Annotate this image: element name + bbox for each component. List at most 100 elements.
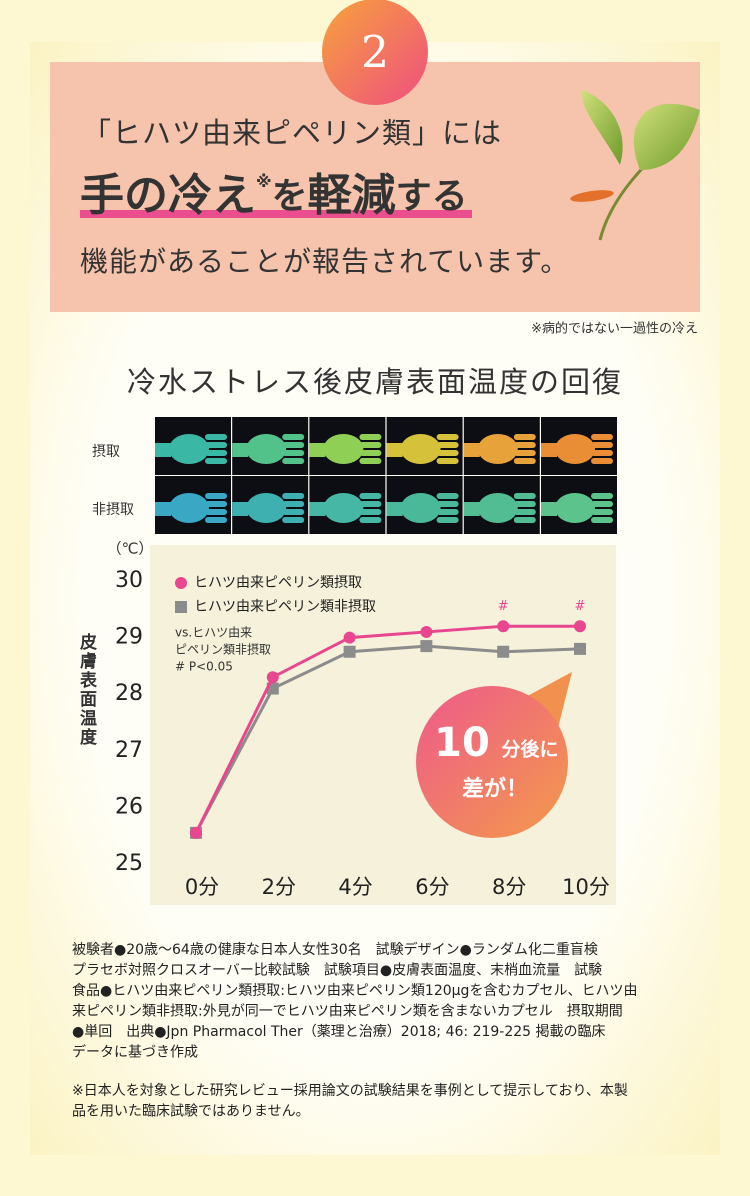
intro: 「ヒハツ由来ピペリン類」には	[82, 116, 502, 150]
thermal-hand	[555, 434, 595, 464]
footnote: ※病的ではない一過性の冷え	[531, 321, 698, 337]
thermal-finger	[282, 517, 305, 523]
thermal-finger	[359, 501, 382, 507]
y-tick-label: 25	[115, 851, 143, 876]
study-detail-line: 被験者●20歳～64歳の健康な日本人女性30名 試験デザイン●ランダム化二重盲検	[72, 941, 598, 958]
thermal-finger	[359, 493, 382, 499]
thermal-finger	[359, 450, 382, 456]
headline-part: を	[272, 176, 308, 217]
data-point	[574, 620, 586, 633]
y-unit: （℃）	[107, 540, 154, 558]
thermal-finger	[513, 517, 536, 523]
x-tick-label: 0分	[185, 875, 219, 899]
data-point	[420, 640, 433, 653]
image-label: 非摂取	[92, 502, 134, 518]
thermal-wrist	[155, 443, 171, 457]
thermal-finger	[591, 493, 613, 499]
series-line	[194, 644, 581, 834]
thermal-wrist	[309, 443, 326, 457]
callout: 10 分後に 差が！	[416, 672, 572, 838]
thermal-wrist	[232, 443, 249, 457]
y-tick-label: 29	[115, 625, 143, 650]
thermal-finger	[513, 442, 536, 448]
thermal-finger	[282, 509, 305, 515]
thermal-finger	[205, 458, 227, 464]
x-tick-label: 4分	[338, 875, 372, 899]
thermal-finger	[513, 493, 536, 499]
x-tick-label: 8分	[492, 875, 526, 899]
study-detail-line: ●単回 出典●Jpn Pharmacol Ther（薬理と治療）2018; 46…	[72, 1023, 606, 1040]
thermal-finger	[591, 442, 613, 448]
thermal-finger	[436, 434, 459, 440]
thermal-wrist	[463, 443, 480, 457]
badge-number: 2	[361, 28, 389, 79]
callout-text: 差が！	[462, 776, 528, 802]
thermal-finger	[436, 493, 459, 499]
thermal-wrist	[541, 502, 557, 516]
data-point	[343, 645, 356, 658]
thermal-finger	[436, 450, 459, 456]
disclaimer-line: ※日本人を対象とした研究レビュー採用論文の試験結果を事例として提示しており、本製	[72, 1083, 628, 1099]
thermal-finger	[205, 434, 227, 440]
thermal-images	[155, 417, 617, 534]
thermal-finger	[282, 450, 305, 456]
significance-mark: #	[575, 599, 586, 614]
thermal-hand	[477, 493, 518, 523]
legend-label: ヒハツ由来ピペリン類非摂取	[194, 599, 376, 615]
data-point	[497, 645, 510, 658]
y-tick-label: 28	[115, 681, 143, 706]
legend-swatch	[175, 577, 187, 589]
thermal-finger	[591, 509, 613, 515]
thermal-finger	[513, 458, 536, 464]
thermal-finger	[282, 442, 305, 448]
x-tick-label: 10分	[562, 875, 610, 899]
chart-note: # P<0.05	[175, 660, 233, 674]
callout-number: 10	[434, 720, 490, 766]
study-detail-line: プラセボ対照クロスオーバー比較試験 試験項目●皮膚表面温度、末梢血流量 試験	[72, 963, 602, 979]
thermal-hand	[400, 434, 441, 464]
thermal-finger	[205, 517, 227, 523]
data-point	[343, 631, 356, 644]
thermal-finger	[513, 450, 536, 456]
y-tick-label: 30	[115, 568, 143, 593]
thermal-finger	[359, 517, 382, 523]
thermal-hand	[169, 434, 209, 464]
headline-part: する	[396, 176, 468, 217]
thermal-finger	[205, 509, 227, 515]
callout-text: 分後に	[501, 738, 558, 761]
thermal-finger	[359, 442, 382, 448]
thermal-finger	[359, 434, 382, 440]
thermal-wrist	[386, 502, 403, 516]
thermal-wrist	[386, 443, 403, 457]
data-point	[190, 826, 202, 839]
thermal-finger	[591, 450, 613, 456]
study-detail-line: データに基づき作成	[72, 1044, 198, 1061]
thermal-hand	[477, 434, 518, 464]
thermal-finger	[436, 517, 459, 523]
thermal-finger	[282, 434, 305, 440]
image-label: 摂取	[92, 444, 120, 460]
thermal-hand	[246, 434, 287, 464]
thermal-finger	[591, 517, 613, 523]
underline	[80, 210, 472, 218]
study-details: 被験者●20歳～64歳の健康な日本人女性30名 試験デザイン●ランダム化二重盲検…	[72, 941, 637, 1120]
thermal-finger	[591, 501, 613, 507]
thermal-finger	[436, 458, 459, 464]
thermal-finger	[591, 434, 613, 440]
headline-mark: ※	[256, 172, 272, 191]
thermal-finger	[205, 501, 227, 507]
data-point	[266, 671, 279, 684]
thermal-finger	[591, 458, 613, 464]
y-axis-label: 皮膚表面温度	[76, 632, 97, 747]
data-point	[497, 620, 510, 633]
thermal-hand	[400, 493, 441, 523]
leaf-illustration	[570, 90, 700, 241]
study-detail-line: 来ピペリン類非摂取:外見が同一でヒハツ由来ピペリン類を含まないカプセル 摂取期間	[72, 1004, 623, 1020]
thermal-finger	[282, 501, 305, 507]
significance-mark: #	[498, 599, 509, 614]
headline-part: 手の冷え	[80, 170, 256, 221]
legend-swatch	[175, 601, 187, 613]
y-tick-label: 26	[115, 794, 143, 819]
thermal-finger	[205, 442, 227, 448]
plot: 25 26 27 28 29 30 0分 2分 4分 6分 8分 10分 ヒハツ由来ピペリン類非摂取 # #…	[115, 568, 610, 899]
